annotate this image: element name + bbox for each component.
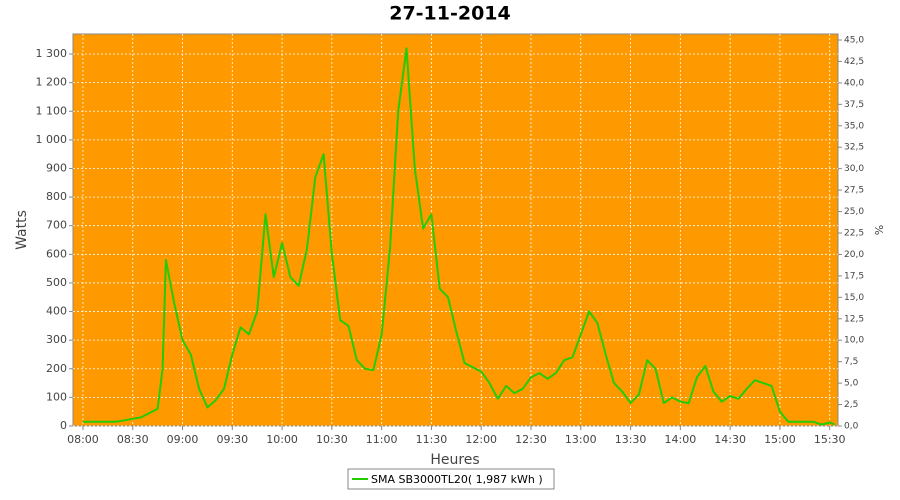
y2-tick-label: 40,0 (844, 78, 864, 88)
x-tick-label: 13:00 (565, 433, 597, 446)
y2-tick-label: 0,0 (844, 422, 859, 432)
x-tick-label: 10:30 (316, 433, 348, 446)
legend-box (347, 468, 555, 490)
y-tick-label: 0 (60, 419, 67, 432)
y-tick-label: 700 (46, 219, 67, 232)
x-tick-label: 12:00 (465, 433, 497, 446)
x-tick-label: 08:00 (67, 433, 99, 446)
y-tick-label: 100 (46, 390, 67, 403)
y-tick-label: 1 000 (36, 133, 68, 146)
y-tick-label: 1 100 (36, 104, 68, 117)
y-tick-label: 500 (46, 276, 67, 289)
y2-tick-label: 20,0 (844, 250, 864, 260)
y2-tick-label: 15,0 (844, 293, 864, 303)
y-axis-label: Watts (14, 210, 30, 250)
y2-tick-label: 30,0 (844, 164, 864, 174)
y-tick-label: 1 300 (36, 47, 68, 60)
y-tick-label: 400 (46, 305, 67, 318)
y-tick-label: 300 (46, 333, 67, 346)
y2-tick-label: 45,0 (844, 36, 864, 46)
x-tick-label: 09:00 (167, 433, 199, 446)
x-tick-label: 11:00 (366, 433, 398, 446)
x-tick-label: 10:00 (266, 433, 298, 446)
data-line (83, 47, 836, 426)
y-tick-label: 800 (46, 190, 67, 203)
x-tick-label: 12:30 (515, 433, 547, 446)
y2-tick-label: 7,5 (844, 357, 858, 367)
x-tick-label: 11:30 (416, 433, 448, 446)
y2-tick-label: 37,5 (844, 100, 864, 110)
y2-tick-label: 25,0 (844, 207, 864, 217)
y2-axis-label: % (873, 225, 886, 235)
x-tick-label: 13:30 (615, 433, 647, 446)
y2-tick-label: 10,0 (844, 336, 864, 346)
chart-title: 27-11-2014 (389, 3, 511, 25)
y-tick-label: 200 (46, 362, 67, 375)
x-tick-label: 15:00 (764, 433, 796, 446)
x-tick-label: 14:30 (714, 433, 746, 446)
y2-tick-label: 5,0 (844, 379, 859, 389)
y2-tick-label: 22,5 (844, 229, 864, 239)
y2-tick-label: 17,5 (844, 271, 864, 281)
x-axis-label: Heures (430, 452, 479, 468)
y-tick-label: 900 (46, 161, 67, 174)
y-tick-label: 1 200 (36, 76, 68, 89)
y2-tick-label: 27,5 (844, 186, 864, 196)
x-tick-label: 08:30 (117, 433, 149, 446)
y2-tick-label: 32,5 (844, 143, 864, 153)
y-tick-label: 600 (46, 247, 67, 260)
x-tick-label: 14:00 (665, 433, 697, 446)
legend-label: SMA SB3000TL20( 1,987 kWh ) (371, 473, 543, 486)
y2-tick-label: 12,5 (844, 314, 864, 324)
x-tick-label: 15:30 (814, 433, 846, 446)
plot-area (72, 33, 839, 427)
y2-tick-label: 42,5 (844, 57, 864, 67)
y2-tick-label: 2,5 (844, 400, 858, 410)
y2-tick-label: 35,0 (844, 121, 864, 131)
x-tick-label: 09:30 (216, 433, 248, 446)
